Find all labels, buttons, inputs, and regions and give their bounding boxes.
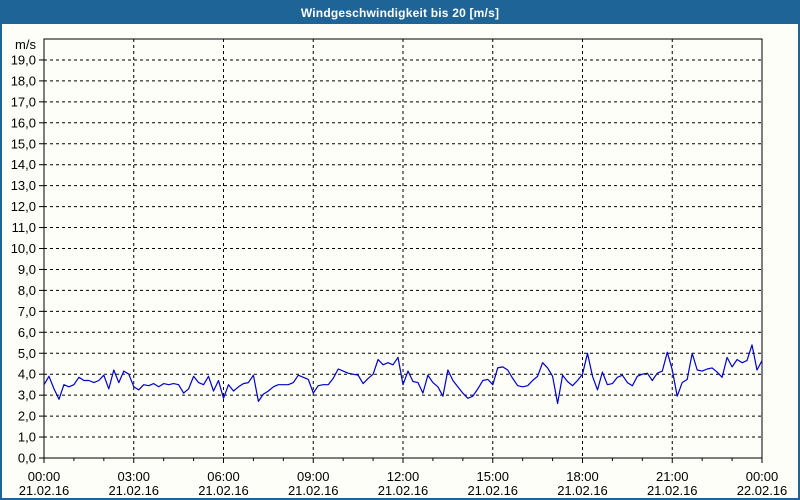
wind-speed-line [43,344,763,405]
y-tick-label: 7,0 [18,304,36,319]
x-tick-date-label: 21.02.16 [647,483,698,498]
x-tick-time-label: 00:00 [746,469,779,484]
window-title-bar: Windgeschwindigkeit bis 20 [m/s] [2,2,798,24]
y-tick-label: 0,0 [18,451,36,466]
y-tick-label: 5,0 [18,346,36,361]
x-tick-time-label: 00:00 [28,469,61,484]
y-tick-label: 18,0 [11,73,36,88]
window-title: Windgeschwindigkeit bis 20 [m/s] [300,6,500,20]
x-tick-time-label: 15:00 [476,469,509,484]
x-tick-time-label: 18:00 [566,469,599,484]
y-tick-label: 11,0 [12,220,36,235]
x-tick-date-label: 21.02.16 [19,483,70,498]
y-axis-unit-label: m/s [15,37,36,52]
x-tick-date-label: 22.02.16 [737,483,788,498]
y-tick-label: 19,0 [11,52,36,67]
y-tick-label: 14,0 [11,157,36,172]
x-tick-time-label: 06:00 [207,469,240,484]
y-tick-label: 2,0 [18,409,36,424]
x-tick-time-label: 03:00 [117,469,150,484]
y-tick-label: 10,0 [11,241,36,256]
y-tick-label: 13,0 [11,178,36,193]
x-tick-date-label: 21.02.16 [288,483,339,498]
y-tick-label: 16,0 [11,115,36,130]
x-tick-date-label: 21.02.16 [467,483,518,498]
y-tick-label: 4,0 [18,367,36,382]
y-tick-label: 1,0 [18,430,36,445]
y-tick-label: 15,0 [11,136,36,151]
x-tick-date-label: 21.02.16 [557,483,608,498]
x-tick-time-label: 21:00 [656,469,689,484]
x-tick-date-label: 21.02.16 [108,483,159,498]
y-tick-label: 12,0 [11,199,36,214]
y-tick-label: 3,0 [18,388,36,403]
y-tick-label: 8,0 [18,283,36,298]
x-tick-date-label: 21.02.16 [378,483,429,498]
y-tick-label: 17,0 [11,94,36,109]
x-tick-date-label: 21.02.16 [198,483,249,498]
x-tick-time-label: 12:00 [387,469,420,484]
y-tick-label: 9,0 [18,262,36,277]
y-tick-label: 6,0 [18,325,36,340]
x-tick-time-label: 09:00 [297,469,330,484]
